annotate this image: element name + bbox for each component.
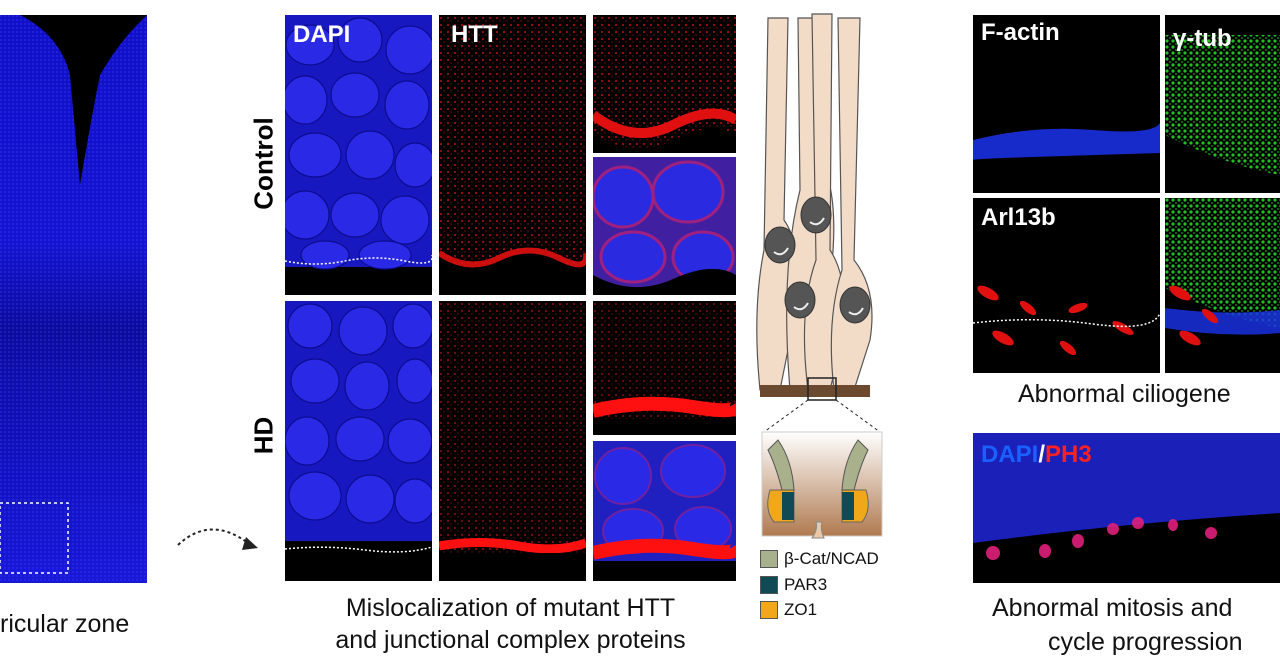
left-micrograph xyxy=(0,15,147,583)
label-dapi: DAPI xyxy=(293,21,351,48)
legend-label-par3: PAR3 xyxy=(784,575,828,594)
hd-htt-image xyxy=(439,301,586,581)
mitosis-label: DAPI/PH3 xyxy=(981,443,1092,467)
control-dapi-image xyxy=(285,15,432,270)
label-factin: F-actin xyxy=(981,19,1060,46)
hd-dapi-panel xyxy=(285,301,432,581)
legend-swatch-bcat xyxy=(760,550,778,568)
middle-caption-line2: and junctional complex proteins xyxy=(335,626,686,654)
merge-cilia-panel xyxy=(1165,198,1280,373)
hd-htt-zoom xyxy=(593,301,736,435)
control-dapi-panel: DAPI xyxy=(285,15,432,295)
gamma-tub-image xyxy=(1165,35,1280,175)
legend-item-par3: PAR3 xyxy=(760,575,828,594)
legend-swatch-zo1 xyxy=(760,601,778,619)
arl13b-image xyxy=(973,285,1160,356)
hd-htt-panel xyxy=(439,301,586,581)
control-htt-image xyxy=(439,15,586,295)
right-caption-bottom-line1: Abnormal mitosis and xyxy=(992,594,1233,622)
neuroepithelial-cell-diagram xyxy=(756,13,883,539)
legend-item-zo1: ZO1 xyxy=(760,600,818,619)
mitosis-image xyxy=(973,433,1280,583)
left-micrograph-image xyxy=(0,15,147,583)
mitosis-label-slash: / xyxy=(1038,441,1046,468)
mitosis-panel: DAPI/PH3 xyxy=(973,433,1280,583)
right-caption-top: Abnormal ciliogene xyxy=(1018,380,1231,408)
mitosis-label-ph3: PH3 xyxy=(1045,441,1092,468)
hd-merge-zoom-image xyxy=(593,441,736,581)
control-htt-zoom-image xyxy=(593,15,736,153)
label-arl13b: Arl13b xyxy=(981,204,1056,231)
label-htt: HTT xyxy=(451,21,498,48)
right-caption-bottom-line2: cycle progression xyxy=(1048,628,1243,656)
legend-swatch-par3 xyxy=(760,576,778,594)
middle-caption-line1: Mislocalization of mutant HTT xyxy=(345,594,676,622)
legend-label-zo1: ZO1 xyxy=(784,600,818,619)
factin-image xyxy=(973,123,1160,160)
control-htt-zoom xyxy=(593,15,736,153)
hd-merge-zoom xyxy=(593,441,736,581)
mitosis-label-dapi: DAPI xyxy=(981,441,1039,468)
control-merge-zoom xyxy=(593,157,736,295)
legend-label-bcat: β-Cat/NCAD xyxy=(784,549,879,568)
control-merge-zoom-image xyxy=(593,157,736,295)
zoom-arrow-icon xyxy=(177,528,258,550)
arl13b-panel: Arl13b xyxy=(973,198,1160,373)
factin-panel: F-actin xyxy=(973,15,1160,193)
gamma-tub-panel: γ-tub xyxy=(1165,15,1280,193)
merge-cilia-image xyxy=(1165,198,1280,346)
row-label-hd: HD xyxy=(248,416,279,455)
legend-item-bcat: β-Cat/NCAD xyxy=(760,549,879,568)
hd-htt-zoom-image xyxy=(593,301,736,435)
control-htt-panel: HTT xyxy=(439,15,586,295)
row-label-control: Control xyxy=(248,117,279,210)
hd-dapi-image xyxy=(285,301,432,553)
label-gamma-tub: γ-tub xyxy=(1173,25,1232,52)
left-caption: ricular zone xyxy=(0,610,130,638)
